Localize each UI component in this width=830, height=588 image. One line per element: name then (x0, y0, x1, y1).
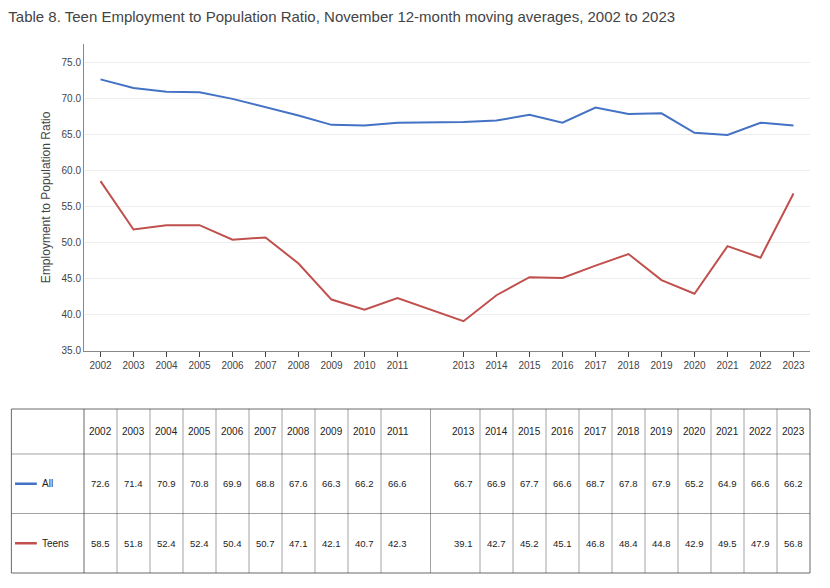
svg-text:2018: 2018 (617, 426, 640, 437)
svg-text:67.8: 67.8 (619, 478, 638, 489)
svg-text:50.0: 50.0 (62, 237, 82, 248)
svg-text:46.8: 46.8 (586, 538, 605, 549)
svg-text:2021: 2021 (716, 360, 739, 371)
svg-text:2002: 2002 (89, 360, 112, 371)
svg-text:39.1: 39.1 (454, 538, 473, 549)
svg-text:2017: 2017 (584, 360, 607, 371)
svg-text:64.9: 64.9 (718, 478, 737, 489)
svg-text:2008: 2008 (287, 360, 310, 371)
svg-text:2006: 2006 (221, 360, 244, 371)
svg-text:67.6: 67.6 (289, 478, 308, 489)
svg-text:40.0: 40.0 (62, 309, 82, 320)
svg-text:66.9: 66.9 (487, 478, 506, 489)
svg-text:48.4: 48.4 (619, 538, 638, 549)
svg-text:49.5: 49.5 (718, 538, 737, 549)
svg-text:2023: 2023 (782, 426, 805, 437)
svg-text:2002: 2002 (89, 426, 112, 437)
svg-text:60.0: 60.0 (62, 165, 82, 176)
svg-text:70.9: 70.9 (157, 478, 176, 489)
svg-text:Table 8. Teen Employment to Po: Table 8. Teen Employment to Population R… (8, 8, 675, 25)
svg-text:56.8: 56.8 (784, 538, 803, 549)
svg-text:66.7: 66.7 (454, 478, 473, 489)
svg-text:67.9: 67.9 (652, 478, 671, 489)
svg-text:2022: 2022 (749, 360, 772, 371)
svg-text:2020: 2020 (683, 360, 706, 371)
svg-text:50.7: 50.7 (256, 538, 275, 549)
svg-text:40.7: 40.7 (355, 538, 374, 549)
svg-text:66.6: 66.6 (553, 478, 572, 489)
svg-text:45.2: 45.2 (520, 538, 539, 549)
svg-text:66.6: 66.6 (388, 478, 407, 489)
svg-text:68.7: 68.7 (586, 478, 605, 489)
svg-text:2011: 2011 (387, 426, 409, 437)
svg-text:66.3: 66.3 (322, 478, 341, 489)
svg-text:2018: 2018 (617, 360, 640, 371)
svg-text:2009: 2009 (320, 360, 343, 371)
svg-text:2004: 2004 (155, 360, 178, 371)
svg-text:2014: 2014 (485, 426, 508, 437)
svg-text:Teens: Teens (42, 538, 69, 549)
svg-text:52.4: 52.4 (157, 538, 176, 549)
svg-text:42.7: 42.7 (487, 538, 506, 549)
svg-text:2005: 2005 (188, 426, 211, 437)
svg-text:2016: 2016 (551, 426, 574, 437)
svg-text:2006: 2006 (221, 426, 244, 437)
svg-text:35.0: 35.0 (62, 345, 82, 356)
svg-text:2007: 2007 (254, 426, 277, 437)
svg-text:2017: 2017 (584, 426, 607, 437)
svg-text:70.0: 70.0 (62, 93, 82, 104)
svg-text:2003: 2003 (122, 426, 145, 437)
svg-text:55.0: 55.0 (62, 201, 82, 212)
svg-text:2015: 2015 (518, 426, 541, 437)
svg-text:70.8: 70.8 (190, 478, 209, 489)
svg-text:2019: 2019 (650, 426, 673, 437)
svg-text:47.1: 47.1 (289, 538, 308, 549)
svg-text:68.8: 68.8 (256, 478, 275, 489)
svg-text:65.2: 65.2 (685, 478, 704, 489)
svg-text:71.4: 71.4 (124, 478, 143, 489)
svg-text:45.1: 45.1 (553, 538, 572, 549)
svg-text:2023: 2023 (782, 360, 805, 371)
svg-text:2011: 2011 (387, 360, 409, 371)
svg-text:66.2: 66.2 (784, 478, 803, 489)
svg-text:2016: 2016 (551, 360, 574, 371)
svg-text:2005: 2005 (188, 360, 211, 371)
svg-text:2008: 2008 (287, 426, 310, 437)
svg-text:2020: 2020 (683, 426, 706, 437)
svg-text:44.8: 44.8 (652, 538, 671, 549)
svg-text:45.0: 45.0 (62, 273, 82, 284)
svg-text:67.7: 67.7 (520, 478, 539, 489)
svg-text:52.4: 52.4 (190, 538, 209, 549)
svg-text:All: All (42, 478, 53, 489)
svg-text:Employment to Population Ratio: Employment to Population Ratio (39, 111, 53, 283)
svg-text:50.4: 50.4 (223, 538, 242, 549)
svg-text:2019: 2019 (650, 360, 673, 371)
svg-text:2014: 2014 (485, 360, 508, 371)
svg-text:2010: 2010 (353, 426, 376, 437)
svg-text:66.6: 66.6 (751, 478, 770, 489)
svg-text:2013: 2013 (452, 360, 475, 371)
svg-text:42.9: 42.9 (685, 538, 704, 549)
svg-text:2010: 2010 (353, 360, 376, 371)
svg-text:2003: 2003 (122, 360, 145, 371)
svg-text:2004: 2004 (155, 426, 178, 437)
svg-text:2022: 2022 (749, 426, 772, 437)
svg-text:47.9: 47.9 (751, 538, 770, 549)
svg-text:51.8: 51.8 (124, 538, 143, 549)
svg-text:42.3: 42.3 (388, 538, 407, 549)
svg-text:2009: 2009 (320, 426, 343, 437)
svg-text:75.0: 75.0 (62, 57, 82, 68)
svg-text:2021: 2021 (716, 426, 739, 437)
svg-text:66.2: 66.2 (355, 478, 374, 489)
svg-text:2015: 2015 (518, 360, 541, 371)
svg-text:58.5: 58.5 (91, 538, 110, 549)
svg-text:2013: 2013 (452, 426, 475, 437)
svg-text:2007: 2007 (254, 360, 277, 371)
svg-text:69.9: 69.9 (223, 478, 242, 489)
svg-text:42.1: 42.1 (322, 538, 341, 549)
svg-text:65.0: 65.0 (62, 129, 82, 140)
svg-text:72.6: 72.6 (91, 478, 110, 489)
